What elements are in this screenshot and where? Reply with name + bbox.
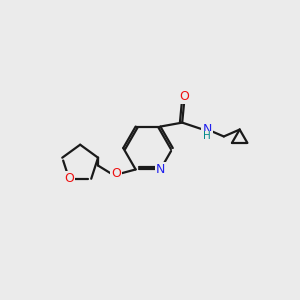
Text: H: H: [203, 131, 211, 142]
Text: N: N: [202, 123, 212, 136]
Text: N: N: [156, 163, 165, 176]
Text: O: O: [111, 167, 121, 180]
Text: O: O: [64, 172, 74, 185]
Text: O: O: [179, 90, 189, 103]
